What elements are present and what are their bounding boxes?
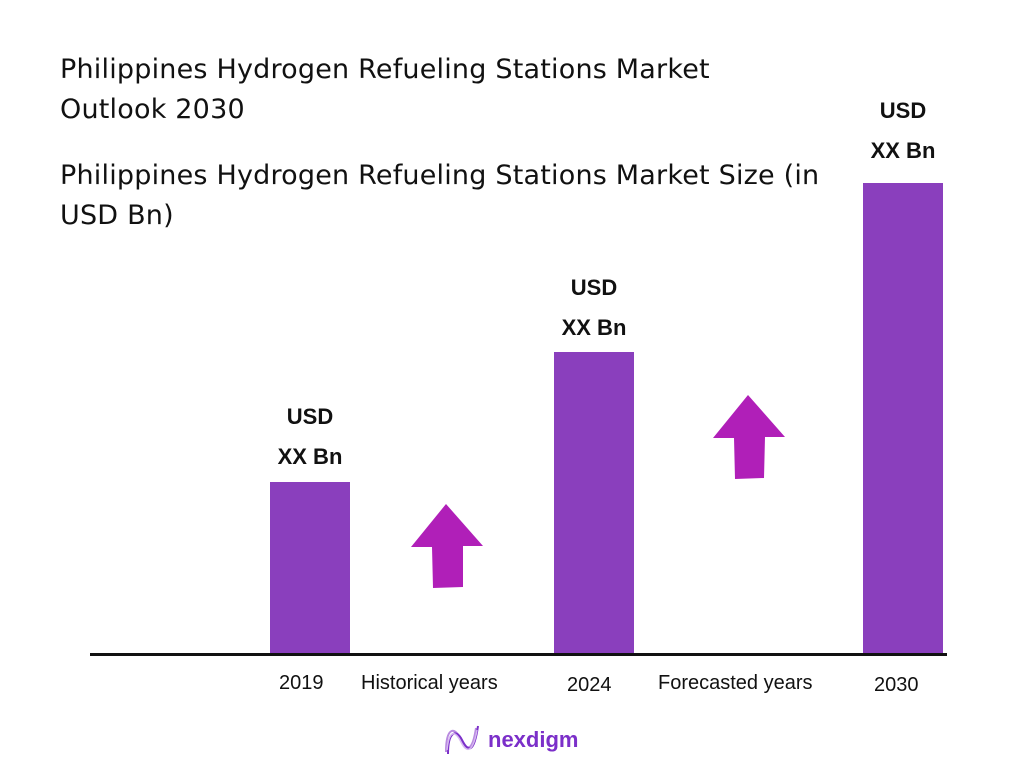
up-arrow-icon [411,504,483,588]
bar-value-label-2030: USD XX Bn [843,91,963,171]
nexdigm-logo: nexdigm [444,724,578,756]
value-currency: USD [570,275,618,300]
bar-value-label-2019: USD XX Bn [250,397,370,477]
x-tick-2024: 2024 [567,674,612,696]
x-axis-line [90,653,947,656]
value-amount: XX Bn [561,315,627,340]
bar-value-label-2024: USD XX Bn [534,268,654,348]
period-label-historical: Historical years [361,672,498,694]
x-tick-2030: 2030 [874,674,919,696]
nexdigm-wave-icon [445,725,479,755]
period-label-forecast: Forecasted years [658,672,813,694]
chart-subtitle: Philippines Hydrogen Refueling Stations … [60,160,820,231]
value-amount: XX Bn [277,444,343,469]
bar-2024 [554,352,634,654]
bar-2030 [863,183,943,654]
x-tick-2019: 2019 [279,672,324,694]
value-amount: XX Bn [870,138,936,163]
chart-title: Philippines Hydrogen Refueling Stations … [60,54,710,125]
bar-2019 [270,482,350,654]
logo-text: nexdigm [488,727,579,752]
value-currency: USD [286,404,334,429]
up-arrow-icon [713,395,785,479]
value-currency: USD [879,98,927,123]
